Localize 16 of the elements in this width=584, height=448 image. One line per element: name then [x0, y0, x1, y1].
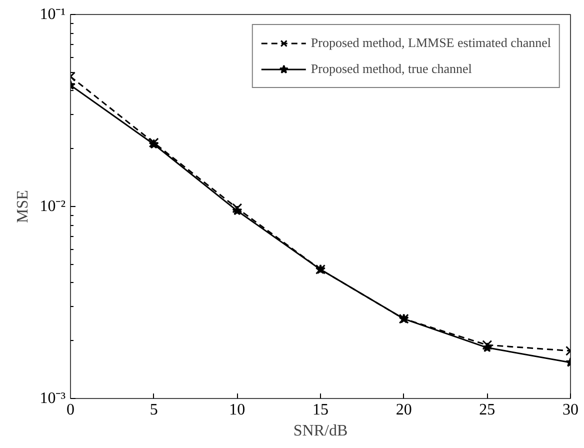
y-tick-label: 10⁻³ [40, 390, 66, 407]
y-tick-label: 10⁻² [40, 198, 66, 215]
point [232, 203, 242, 214]
x-tick-label: 20 [396, 402, 412, 418]
x-tick-label: 15 [312, 402, 328, 418]
x-tick-label: 25 [479, 402, 496, 418]
y-tick-label: 10⁻¹ [40, 6, 66, 23]
legend-label: Proposed method, true channel [310, 61, 472, 77]
x-tick-label: 0 [66, 402, 74, 418]
point [232, 206, 242, 216]
x-tick-label: 30 [562, 402, 578, 418]
x-tick-label: 10 [229, 402, 246, 418]
y-axis-title: MSE [14, 190, 32, 223]
x-tick-label: 5 [150, 402, 158, 418]
x-axis-title: SNR/dB [293, 422, 348, 440]
legend-label: Proposed method, LMMSE estimated channel [310, 35, 551, 51]
